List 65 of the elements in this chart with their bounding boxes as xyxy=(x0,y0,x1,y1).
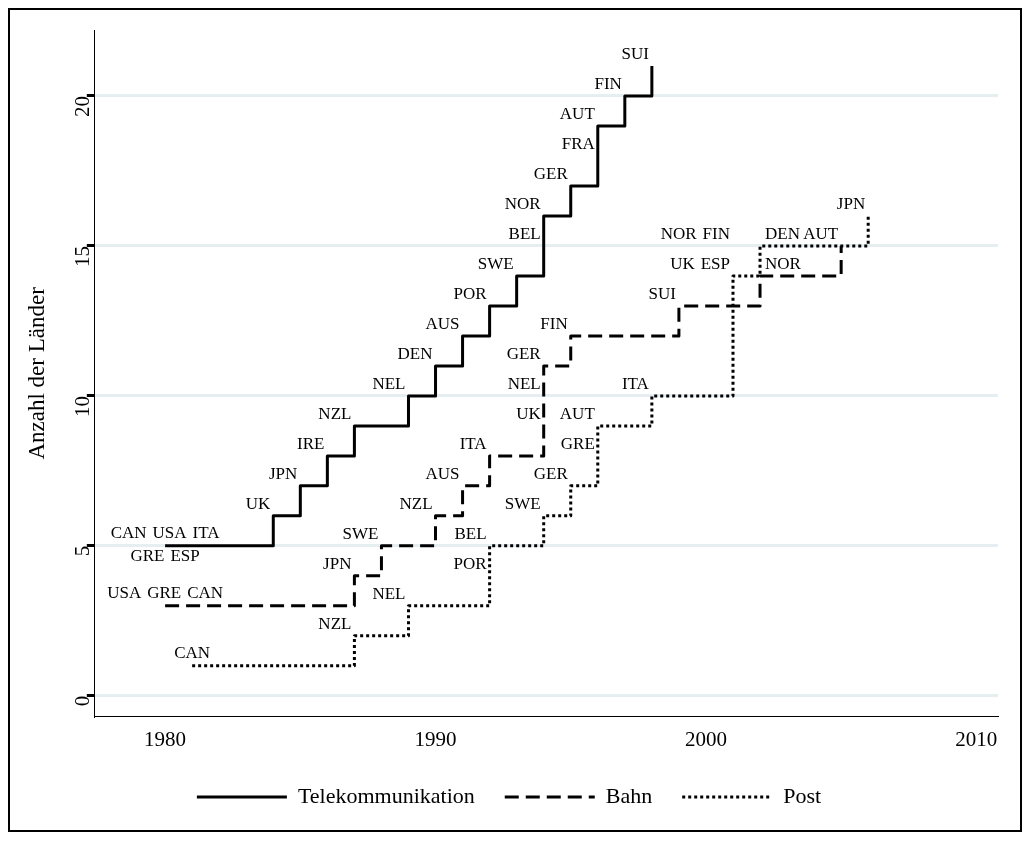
annotation: SWE xyxy=(477,253,514,273)
annotation: GRE xyxy=(130,545,165,565)
annotation: JPN xyxy=(836,193,866,213)
annotation: NZL xyxy=(318,403,352,423)
annotation: FIN xyxy=(594,73,622,93)
annotation: GRE xyxy=(147,582,182,602)
annotation: JPN xyxy=(268,463,298,483)
annotation: GRE xyxy=(560,433,595,453)
legend-label: Telekommunikation xyxy=(297,782,475,808)
annotation: NEL xyxy=(372,583,406,603)
annotation: NEL xyxy=(507,373,541,393)
annotation: AUT xyxy=(803,223,839,243)
annotation: SUI xyxy=(648,283,677,303)
y-tick-label: 0 xyxy=(70,695,95,707)
annotation: AUT xyxy=(559,403,596,423)
annotation: UK xyxy=(670,253,696,273)
y-tick-label: 10 xyxy=(70,395,95,417)
y-tick-label: 5 xyxy=(70,545,95,557)
annotation: ESP xyxy=(170,545,200,565)
annotation: AUT xyxy=(559,103,596,123)
annotation: DEN xyxy=(397,343,433,363)
annotation: CAN xyxy=(110,522,147,542)
annotation: UK xyxy=(516,403,542,423)
annotation: ITA xyxy=(621,373,650,393)
y-tick-label: 20 xyxy=(70,95,95,117)
y-axis-title: Anzahl der Länder xyxy=(23,286,49,460)
annotation: USA xyxy=(107,582,142,602)
annotation: ITA xyxy=(459,433,488,453)
annotation: DEN xyxy=(765,223,800,243)
annotation: NEL xyxy=(372,373,406,393)
annotation: NZL xyxy=(399,493,433,513)
annotation: NOR xyxy=(765,253,802,273)
annotation: ESP xyxy=(700,253,730,273)
annotation: CAN xyxy=(187,582,224,602)
annotation: POR xyxy=(453,283,488,303)
x-tick-label: 2000 xyxy=(684,726,727,751)
annotation: GER xyxy=(506,343,542,363)
y-tick-label: 15 xyxy=(70,245,95,267)
x-tick-label: 1990 xyxy=(414,726,457,751)
annotation: POR xyxy=(453,553,488,573)
annotation: ITA xyxy=(192,522,221,542)
annotation: UK xyxy=(245,493,271,513)
annotation: GER xyxy=(533,163,569,183)
annotation: SWE xyxy=(342,523,379,543)
x-tick-label: 2010 xyxy=(955,726,998,751)
annotation: AUS xyxy=(425,463,460,483)
legend-label: Bahn xyxy=(605,782,653,808)
legend-label: Post xyxy=(783,782,822,808)
x-tick-label: 1980 xyxy=(144,726,187,751)
annotation: NOR xyxy=(504,193,542,213)
annotation: FIN xyxy=(702,223,730,243)
annotation: NZL xyxy=(318,613,352,633)
annotation: BEL xyxy=(454,523,487,543)
annotation: NOR xyxy=(660,223,698,243)
annotation: FIN xyxy=(540,313,568,333)
annotation: JPN xyxy=(323,553,352,573)
annotation: GER xyxy=(533,463,569,483)
annotation: BEL xyxy=(508,223,541,243)
annotation: CAN xyxy=(174,642,211,662)
annotation: SWE xyxy=(504,493,541,513)
annotation: SUI xyxy=(621,43,650,63)
annotation: IRE xyxy=(296,433,325,453)
annotation: AUS xyxy=(425,313,460,333)
annotation: USA xyxy=(152,522,188,542)
annotation: FRA xyxy=(561,133,596,153)
